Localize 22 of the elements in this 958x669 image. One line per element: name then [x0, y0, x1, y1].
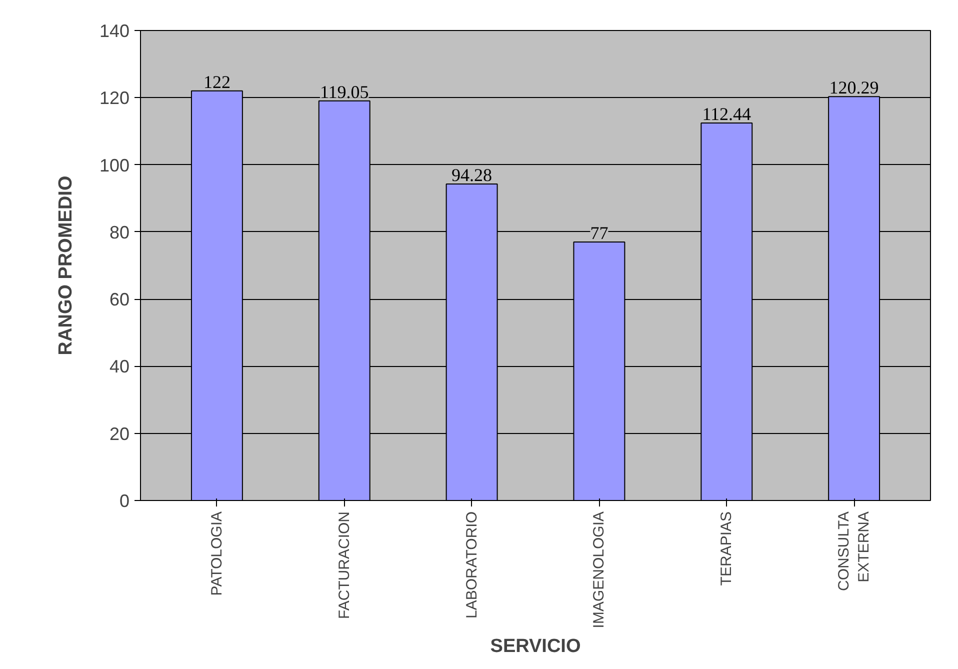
x-tick-label: PATOLOGIA — [208, 511, 226, 596]
x-tick-label: FACTURACION — [336, 511, 353, 620]
y-axis-title: RANGO PROMEDIO — [55, 176, 76, 356]
data-label: 77 — [590, 223, 608, 243]
y-tick-label: 140 — [99, 21, 130, 41]
data-label: 122 — [203, 72, 230, 92]
data-label: 119.05 — [320, 82, 369, 102]
y-tick-label: 20 — [109, 424, 130, 444]
x-tick-label: IMAGENOLOGIA — [590, 511, 608, 628]
y-tick-label: 100 — [99, 155, 130, 176]
x-tick-label: CONSULTA EXTERNA — [835, 511, 873, 591]
y-tick-label: 40 — [109, 356, 130, 377]
data-label: 120.29 — [829, 78, 879, 98]
x-tick-label: LABORATORIO — [463, 511, 480, 618]
data-label: 112.44 — [702, 104, 752, 124]
y-tick-label: 60 — [109, 290, 130, 310]
data-label: 94.28 — [452, 164, 492, 185]
y-tick-label: 80 — [109, 222, 130, 242]
x-axis-title: SERVICIO — [490, 636, 581, 658]
y-tick-label: 0 — [119, 491, 130, 511]
x-tick-label: TERAPIAS — [718, 512, 736, 586]
y-tick-label: 120 — [99, 88, 130, 108]
